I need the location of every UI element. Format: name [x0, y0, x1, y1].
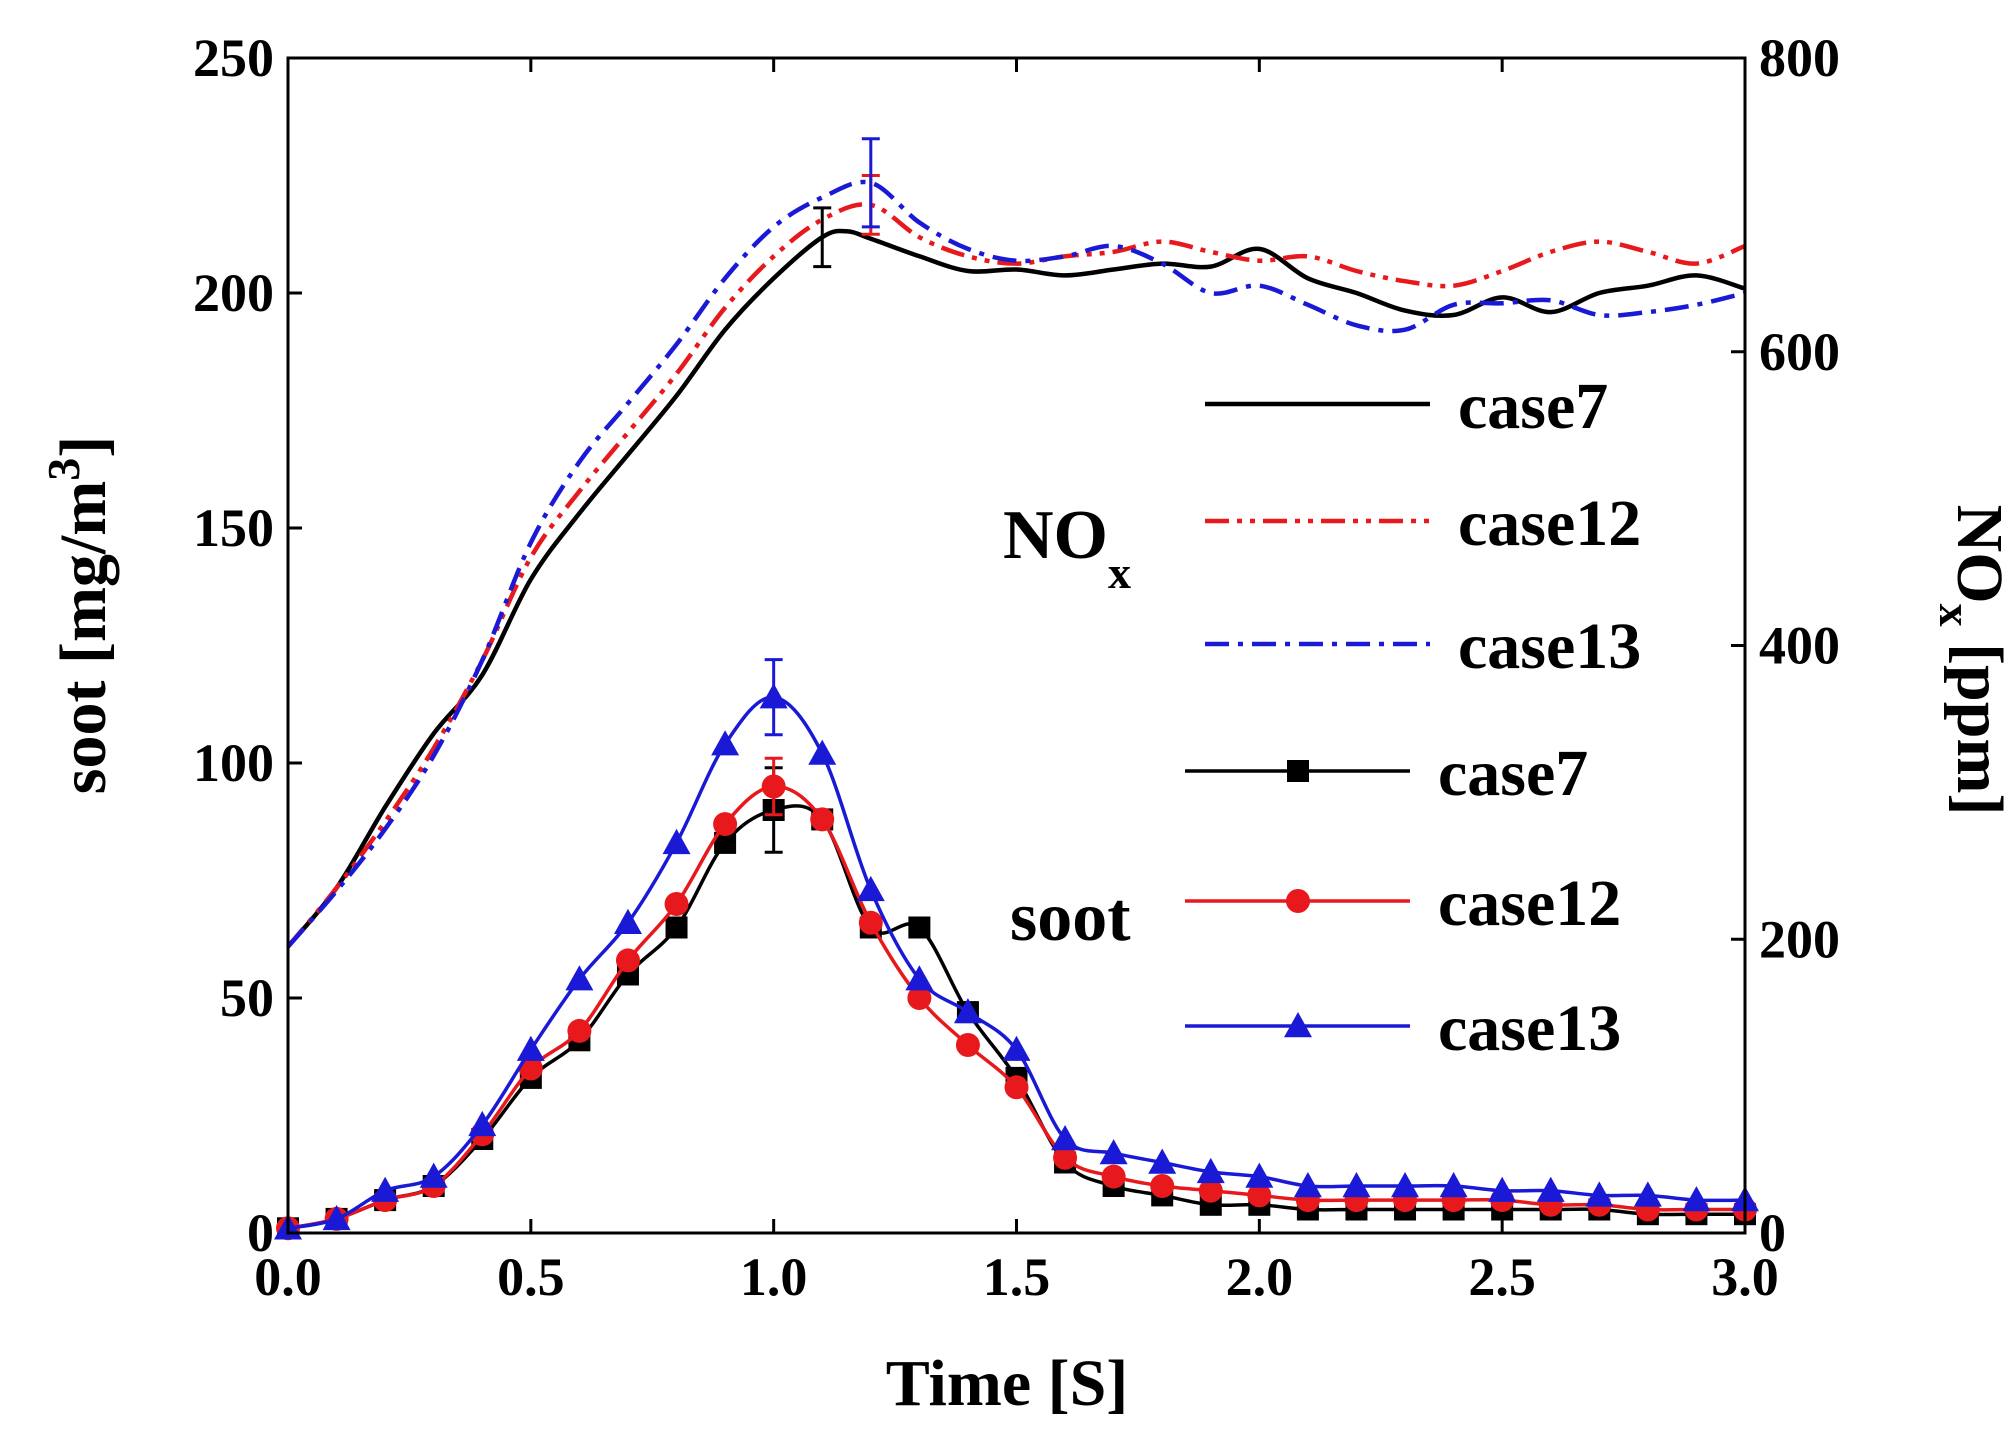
soot-point-case13-13 [905, 965, 934, 991]
y-left-tick-label-2: 100 [193, 733, 274, 793]
legend-group-nox-main: NO [1003, 497, 1108, 574]
soot-point-case13-25 [1488, 1176, 1517, 1202]
soot-point-case13-20 [1245, 1162, 1274, 1188]
x-axis-title: Time [S] [886, 1347, 1129, 1420]
y-right-title-end: [ppm] [1943, 627, 2014, 816]
soot-point-case13-7 [613, 908, 642, 934]
nox-error-bar-case7-0 [813, 206, 832, 269]
soot-point-case13-29 [1682, 1186, 1711, 1212]
soot-point-case12-14 [955, 1033, 980, 1057]
soot-point-case13-27 [1585, 1181, 1614, 1207]
soot-point-case12-16 [1053, 1145, 1078, 1170]
soot-point-case13-19 [1196, 1157, 1225, 1184]
soot-point-case13-9 [711, 730, 740, 756]
x-tick-label-5: 2.5 [1468, 1247, 1536, 1307]
y-right-title-sub: x [1930, 604, 1981, 627]
legend-group-soot: soot [1010, 879, 1131, 956]
soot-point-case12-8 [664, 892, 689, 916]
soot-point-case12-11 [810, 807, 835, 832]
soot-point-case13-4 [468, 1110, 497, 1137]
axis-layer: 0.0 0.5 1.0 1.5 2.0 2.5 3.00501001502002500200… [193, 28, 1840, 1307]
legend-soot-label-case13: case13 [1438, 992, 1621, 1065]
legend-nox-label-case13: case13 [1458, 610, 1641, 683]
x-tick-label-6: 3.0 [1711, 1247, 1779, 1307]
y-left-tick-label-3: 150 [193, 498, 274, 558]
legend-soot-marker-case13 [1284, 1012, 1312, 1038]
soot-point-case7-13 [908, 916, 931, 939]
soot-point-case13-12 [856, 875, 885, 902]
y-left-title-main: soot [mg/m [47, 481, 120, 794]
y-right-axis-title: NOx [ppm] [1930, 505, 2014, 816]
x-tick-label-1: 0.5 [497, 1247, 565, 1307]
soot-point-case13-21 [1293, 1172, 1322, 1198]
legend-soot-label-case7: case7 [1438, 737, 1588, 810]
y-right-tick-label-1: 200 [1759, 909, 1840, 969]
soot-point-case13-15 [1002, 1035, 1031, 1061]
soot-point-case12-20 [1247, 1183, 1272, 1208]
soot-point-case13-2 [371, 1176, 400, 1202]
soot-point-case13-16 [1051, 1125, 1080, 1151]
soot-error-bar-case12-0 [764, 756, 783, 817]
soot-point-case12-18 [1150, 1174, 1175, 1198]
soot-point-case12-13 [907, 986, 932, 1010]
legend-group-nox-sub: x [1108, 547, 1131, 598]
soot-point-case13-1 [322, 1204, 351, 1231]
soot-point-case12-5 [518, 1056, 543, 1081]
soot-point-case12-12 [858, 910, 883, 935]
soot-error-bar-case13-0 [764, 658, 783, 737]
soot-point-case12-19 [1198, 1178, 1223, 1203]
y-left-title-end: ] [47, 436, 120, 458]
soot-point-case13-6 [565, 965, 594, 991]
soot-point-case13-24 [1439, 1172, 1468, 1198]
soot-point-case13-14 [953, 998, 982, 1024]
soot-point-case13-18 [1148, 1148, 1177, 1174]
y-left-tick-label-4: 200 [193, 263, 274, 323]
y-left-tick-label-0: 0 [247, 1203, 274, 1263]
nox-error-bar-case13-0 [861, 137, 880, 229]
soot-point-case7-8 [665, 916, 688, 939]
soot-point-case13-23 [1391, 1172, 1420, 1198]
legend: case7 case12 case13 case7 case12 case13 [1185, 370, 1641, 1065]
soot-point-case13-22 [1342, 1172, 1371, 1198]
legend-nox-label-case12: case12 [1458, 487, 1641, 560]
nox-series-case13 [286, 137, 1746, 949]
x-tick-label-3: 1.5 [983, 1247, 1051, 1307]
soot-point-case13-11 [808, 739, 837, 765]
legend-soot-marker-case12 [1286, 889, 1310, 913]
soot-point-case12-17 [1101, 1164, 1126, 1189]
nox-line-case13 [286, 179, 1746, 949]
soot-point-case12-6 [567, 1018, 592, 1043]
legend-nox-label-case7: case7 [1458, 370, 1608, 443]
legend-soot-label-case12: case12 [1438, 867, 1621, 940]
y-left-axis-title: soot [mg/m3] [38, 436, 120, 794]
soot-point-case13-17 [1099, 1139, 1128, 1165]
y-right-tick-label-4: 800 [1759, 28, 1840, 88]
x-tick-label-0: 0.0 [254, 1247, 322, 1307]
soot-point-case13-5 [516, 1035, 545, 1061]
y-right-tick-label-3: 600 [1759, 322, 1840, 382]
x-tick-label-2: 1.0 [740, 1247, 808, 1307]
soot-point-case12-7 [615, 948, 640, 973]
legend-soot-marker-case7 [1287, 760, 1309, 782]
y-left-tick-label-5: 250 [193, 28, 274, 88]
soot-point-case12-9 [713, 812, 738, 837]
soot-point-case7-9 [714, 831, 737, 854]
y-right-tick-label-2: 400 [1759, 616, 1840, 676]
y-left-title-sup: 3 [38, 458, 89, 481]
y-left-tick-label-1: 50 [220, 968, 274, 1028]
soot-point-case13-28 [1633, 1181, 1662, 1207]
legend-group-nox: NOx [1003, 497, 1131, 598]
soot-point-case13-8 [662, 828, 691, 855]
y-right-title-main: NO [1943, 505, 2014, 604]
y-right-tick-label-0: 0 [1759, 1203, 1786, 1263]
x-tick-label-4: 2.0 [1226, 1247, 1294, 1307]
soot-point-case13-26 [1536, 1176, 1565, 1202]
soot-point-case12-15 [1004, 1075, 1029, 1100]
soot-point-case13-3 [419, 1162, 448, 1188]
